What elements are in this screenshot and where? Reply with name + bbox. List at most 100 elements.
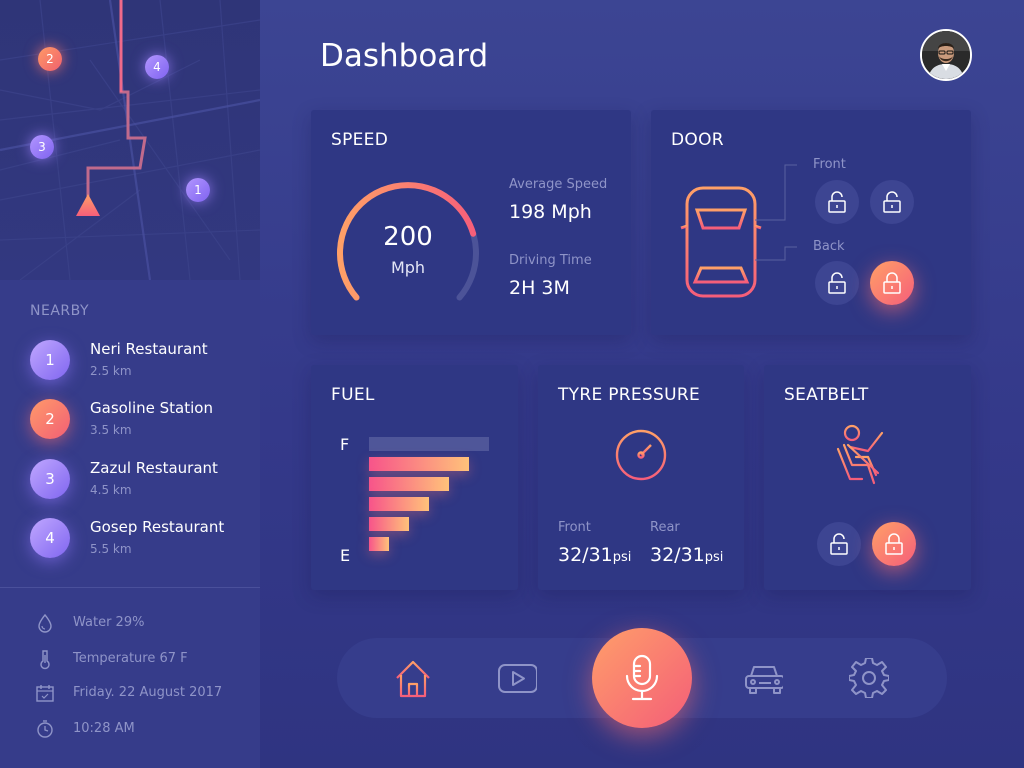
nearby-number-badge: 1 [30, 340, 70, 380]
nav-home-button[interactable] [389, 654, 437, 702]
nearby-item-distance: 5.5 km [90, 542, 132, 556]
map-pin-2[interactable]: 2 [38, 47, 62, 71]
tyre-rear-unit: psi [704, 550, 724, 565]
temperature-stat: Temperature 67 F [34, 648, 254, 670]
lock-icon [885, 533, 903, 555]
clock-icon [37, 720, 53, 738]
nearby-item-distance: 4.5 km [90, 483, 132, 497]
average-speed-value: 198 Mph [509, 201, 592, 223]
door-card: DOOR Front Back [651, 110, 971, 335]
nearby-number-badge: 2 [30, 399, 70, 439]
water-drop-icon [38, 613, 52, 633]
door-front-right-lock-button[interactable] [870, 180, 914, 224]
nearby-item[interactable]: 1 Neri Restaurant 2.5 km [30, 340, 250, 382]
average-speed-label: Average Speed [509, 177, 608, 192]
play-icon [498, 664, 537, 693]
map-pin-3[interactable]: 3 [30, 135, 54, 159]
time-stat: 10:28 AM [34, 718, 254, 740]
route-path [86, 0, 147, 200]
door-diagram [680, 164, 797, 298]
unlock-icon [830, 533, 848, 555]
page-title: Dashboard [320, 38, 489, 74]
tyre-gauge-icon [610, 429, 672, 496]
speed-value: 200 [383, 222, 433, 252]
tyre-front-value: 32/31psi [558, 544, 631, 566]
driving-time-label: Driving Time [509, 253, 592, 268]
nearby-number-badge: 3 [30, 459, 70, 499]
tyre-rear-label: Rear [650, 520, 680, 535]
nearby-item-name: Gosep Restaurant [90, 518, 225, 536]
tyre-rear-number: 32/31 [650, 544, 705, 566]
map-pin-4[interactable]: 4 [145, 55, 169, 79]
gear-icon [849, 658, 889, 698]
date-text: Friday. 22 August 2017 [73, 685, 223, 700]
nav-car-button[interactable] [739, 654, 787, 702]
seatbelt-card: SEATBELT [764, 365, 971, 590]
tyre-pressure-card: TYRE PRESSURE Front 32/31psi Rear 32/31p… [538, 365, 744, 590]
tyre-front-unit: psi [612, 550, 632, 565]
microphone-icon [625, 654, 659, 701]
nearby-item-distance: 3.5 km [90, 423, 132, 437]
nearby-item-name: Gasoline Station [90, 399, 213, 417]
speed-gauge [337, 182, 479, 301]
nearby-item-name: Neri Restaurant [90, 340, 208, 358]
user-avatar-image [922, 31, 970, 79]
map[interactable]: 2 4 3 1 [0, 0, 260, 280]
map-pin-1[interactable]: 1 [186, 178, 210, 202]
date-stat: Friday. 22 August 2017 [34, 682, 254, 704]
nearby-item[interactable]: 2 Gasoline Station 3.5 km [30, 399, 250, 441]
nearby-item-name: Zazul Restaurant [90, 459, 218, 477]
fuel-level-bar [369, 517, 409, 531]
temperature-text: Temperature 67 F [73, 651, 188, 666]
unlock-icon [828, 191, 846, 213]
time-text: 10:28 AM [73, 721, 135, 736]
seatbelt-lock-button[interactable] [872, 522, 916, 566]
water-stat: Water 29% [34, 612, 254, 634]
sidebar-divider [0, 587, 260, 588]
tyre-rear-value: 32/31psi [650, 544, 723, 566]
lock-icon [883, 272, 901, 294]
nav-media-button[interactable] [493, 654, 541, 702]
seatbelt-title: SEATBELT [784, 385, 869, 405]
fuel-level-bar [369, 537, 389, 551]
tyre-front-number: 32/31 [558, 544, 613, 566]
speed-title: SPEED [331, 130, 389, 150]
tyre-front-label: Front [558, 520, 591, 535]
fuel-full-label: F [340, 435, 350, 454]
door-back-right-lock-button[interactable] [870, 261, 914, 305]
tyre-pressure-title: TYRE PRESSURE [558, 385, 701, 405]
nearby-item-distance: 2.5 km [90, 364, 132, 378]
fuel-empty-label: E [340, 546, 351, 565]
fuel-card: FUEL F E [311, 365, 518, 590]
triangle-location-icon [76, 194, 100, 216]
door-front-label: Front [813, 157, 846, 172]
door-back-left-lock-button[interactable] [815, 261, 859, 305]
door-front-left-lock-button[interactable] [815, 180, 859, 224]
fuel-level-bar [369, 477, 449, 491]
door-back-label: Back [813, 239, 845, 254]
thermometer-icon [40, 650, 50, 670]
fuel-level-bar [369, 437, 489, 451]
fuel-level-bar [369, 457, 469, 471]
voice-microphone-button[interactable] [592, 628, 692, 728]
nav-settings-button[interactable] [845, 654, 893, 702]
speed-unit: Mph [390, 258, 426, 277]
unlock-icon [828, 272, 846, 294]
nearby-item[interactable]: 3 Zazul Restaurant 4.5 km [30, 459, 250, 501]
sidebar: 2 4 3 1 NEARBY 1 Neri Restaurant 2.5 km … [0, 0, 260, 768]
nearby-title: NEARBY [30, 303, 90, 319]
driving-time-value: 2H 3M [509, 277, 570, 299]
seatbelt-unlock-button[interactable] [817, 522, 861, 566]
avatar[interactable] [920, 29, 972, 81]
speed-gauge-fill [337, 182, 479, 301]
nearby-item[interactable]: 4 Gosep Restaurant 5.5 km [30, 518, 250, 560]
speed-card: SPEED 200 Mph Average Speed 198 Mph Driv… [311, 110, 631, 335]
home-icon [396, 660, 430, 698]
fuel-level-bar [369, 497, 429, 511]
nearby-number-badge: 4 [30, 518, 70, 558]
calendar-icon [36, 685, 54, 702]
car-top-view-icon [680, 186, 762, 298]
door-title: DOOR [671, 130, 724, 150]
fuel-title: FUEL [331, 385, 375, 405]
seatbelt-person-icon [836, 424, 884, 485]
